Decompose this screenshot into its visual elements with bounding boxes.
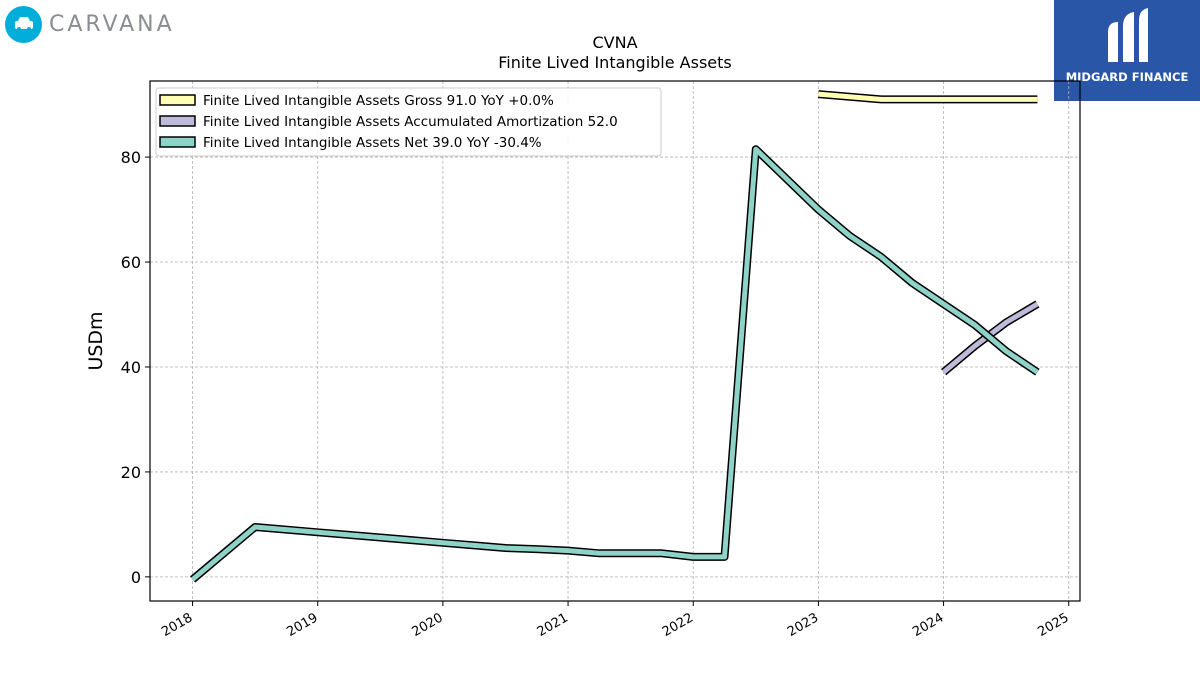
legend-label: Finite Lived Intangible Assets Net 39.0 … — [203, 135, 542, 151]
series-line-outline — [190, 145, 1040, 583]
legend-swatch — [159, 136, 196, 148]
x-tick-label: 2019 — [284, 610, 320, 640]
x-tick-label: 2022 — [660, 610, 696, 640]
legend: Finite Lived Intangible Assets Gross 91.… — [155, 87, 662, 157]
legend-label: Finite Lived Intangible Assets Gross 91.… — [203, 93, 554, 109]
plot-frame — [149, 80, 1081, 602]
series-1 — [818, 90, 1038, 104]
midgard-finance-logo: MIDGARD FINANCE — [1054, 0, 1200, 101]
x-tick-label: 2018 — [159, 610, 195, 640]
series-line — [818, 91, 1038, 102]
chart-subtitle: Finite Lived Intangible Assets — [498, 53, 732, 72]
y-axis-label: USDm — [85, 311, 107, 370]
legend-label: Finite Lived Intangible Assets Accumulat… — [203, 114, 618, 130]
series-line — [190, 146, 1039, 582]
axis-ticks: 2018 2019 2020 2021 2022 2023 2024 2025 0 20 40 60 8… — [121, 148, 1072, 640]
midgard-wordmark: MIDGARD FINANCE — [1065, 70, 1189, 84]
grid — [150, 81, 1080, 601]
y-tick-label: 0 — [131, 568, 141, 587]
legend-swatch — [159, 94, 196, 106]
y-tick-label: 60 — [121, 253, 141, 272]
series-3 — [190, 145, 1040, 583]
carvana-wordmark: CARVANA — [49, 11, 175, 37]
series-lines — [190, 90, 1040, 583]
car-icon — [5, 5, 42, 43]
y-tick-label: 20 — [121, 463, 141, 482]
midgard-logo-icon — [1108, 8, 1148, 62]
y-tick-label: 80 — [121, 148, 141, 167]
x-tick-label: 2024 — [910, 610, 946, 640]
x-tick-label: 2021 — [535, 610, 571, 640]
legend-box — [155, 87, 662, 157]
y-tick-label: 40 — [121, 358, 141, 377]
x-tick-label: 2023 — [785, 610, 821, 640]
x-tick-label: 2025 — [1035, 610, 1071, 640]
carvana-logo: CARVANA — [5, 5, 175, 43]
chart-title: CVNA — [592, 33, 638, 52]
legend-swatch — [159, 115, 196, 127]
x-tick-label: 2020 — [410, 610, 446, 640]
